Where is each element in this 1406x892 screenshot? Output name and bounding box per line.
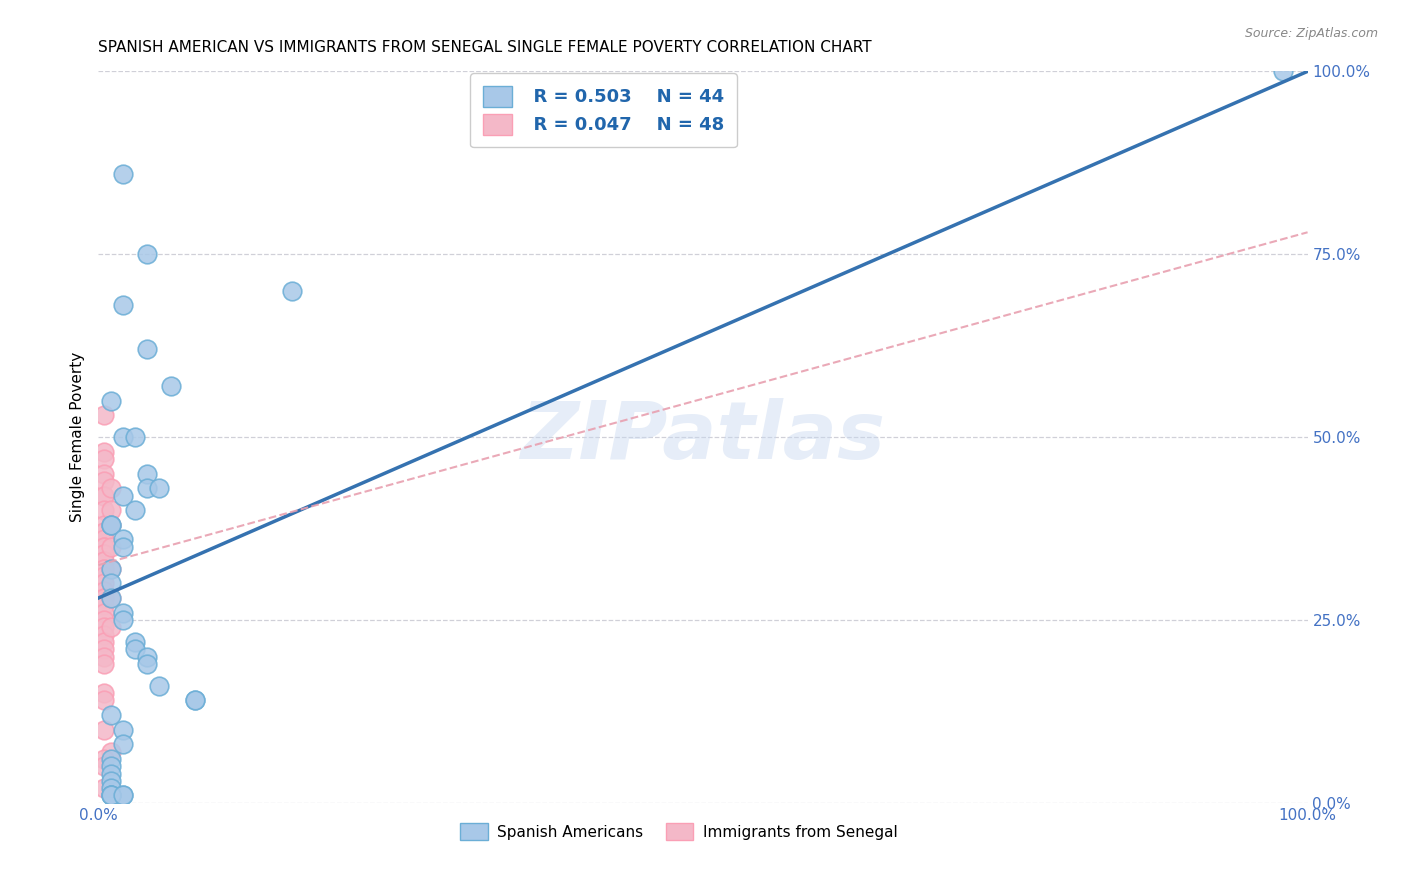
Point [93, 408, 115, 422]
Point [184, 693, 207, 707]
Point [100, 503, 122, 517]
Point [93, 657, 115, 671]
Point [100, 562, 122, 576]
Point [111, 298, 134, 312]
Point [93, 627, 115, 641]
Point [93, 591, 115, 605]
Point [93, 554, 115, 568]
Point [111, 606, 134, 620]
Point [93, 547, 115, 561]
Point [100, 759, 122, 773]
Point [111, 613, 134, 627]
Point [93, 489, 115, 503]
Point [93, 474, 115, 488]
Point [111, 540, 134, 554]
Point [100, 393, 122, 408]
Y-axis label: Single Female Poverty: Single Female Poverty [70, 352, 86, 522]
Point [93, 576, 115, 591]
Point [160, 379, 183, 393]
Point [100, 766, 122, 780]
Point [93, 723, 115, 737]
Point [93, 759, 115, 773]
Point [111, 167, 134, 181]
Point [100, 708, 122, 723]
Point [93, 562, 115, 576]
Point [135, 467, 157, 481]
Point [100, 540, 122, 554]
Point [111, 489, 134, 503]
Point [148, 481, 170, 495]
Point [93, 540, 115, 554]
Point [93, 467, 115, 481]
Point [184, 693, 207, 707]
Point [100, 517, 122, 532]
Point [93, 642, 115, 657]
Point [93, 686, 115, 700]
Point [93, 489, 115, 503]
Point [93, 781, 115, 796]
Point [148, 679, 170, 693]
Point [93, 693, 115, 707]
Point [93, 540, 115, 554]
Point [100, 745, 122, 759]
Point [100, 591, 122, 605]
Point [100, 517, 122, 532]
Legend: Spanish Americans, Immigrants from Senegal: Spanish Americans, Immigrants from Seneg… [454, 816, 904, 847]
Point [135, 657, 157, 671]
Point [100, 576, 122, 591]
Point [111, 430, 134, 444]
Point [93, 503, 115, 517]
Point [93, 569, 115, 583]
Point [111, 723, 134, 737]
Point [100, 752, 122, 766]
Point [93, 547, 115, 561]
Point [93, 635, 115, 649]
Point [135, 343, 157, 357]
Point [100, 620, 122, 634]
Point [124, 635, 146, 649]
Point [100, 517, 122, 532]
Point [100, 591, 122, 605]
Point [93, 649, 115, 664]
Point [93, 752, 115, 766]
Point [93, 562, 115, 576]
Point [124, 642, 146, 657]
Point [93, 620, 115, 634]
Point [93, 591, 115, 605]
Point [111, 533, 134, 547]
Point [93, 517, 115, 532]
Point [111, 737, 134, 751]
Point [111, 789, 134, 803]
Point [100, 789, 122, 803]
Point [93, 583, 115, 598]
Point [100, 789, 122, 803]
Point [281, 284, 304, 298]
Point [93, 525, 115, 540]
Point [93, 452, 115, 467]
Point [124, 430, 146, 444]
Point [135, 481, 157, 495]
Point [135, 247, 157, 261]
Point [93, 613, 115, 627]
Point [100, 781, 122, 796]
Point [93, 606, 115, 620]
Text: ZIPatlas: ZIPatlas [520, 398, 886, 476]
Point [1272, 64, 1295, 78]
Text: SPANISH AMERICAN VS IMMIGRANTS FROM SENEGAL SINGLE FEMALE POVERTY CORRELATION CH: SPANISH AMERICAN VS IMMIGRANTS FROM SENE… [98, 40, 872, 55]
Point [100, 481, 122, 495]
Point [100, 773, 122, 788]
Point [100, 789, 122, 803]
Point [124, 503, 146, 517]
Point [93, 533, 115, 547]
Point [135, 649, 157, 664]
Point [100, 562, 122, 576]
Point [93, 599, 115, 613]
Point [111, 789, 134, 803]
Text: Source: ZipAtlas.com: Source: ZipAtlas.com [1244, 27, 1378, 40]
Point [93, 444, 115, 458]
Point [93, 525, 115, 540]
Point [93, 554, 115, 568]
